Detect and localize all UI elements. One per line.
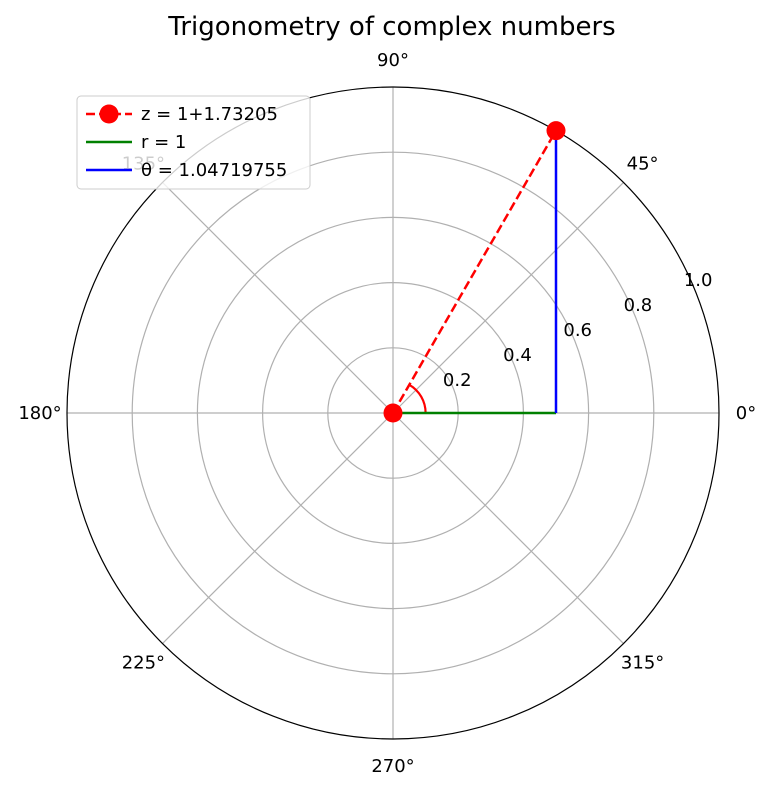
- theta-tick-label: 270°: [371, 756, 414, 777]
- theta-tick-label: 180°: [18, 403, 61, 424]
- grid-spoke-45: [392, 182, 624, 414]
- legend-label-0: z = 1+1.73205: [141, 104, 278, 125]
- legend-marker-0: [99, 104, 119, 124]
- r-tick-label: 0.6: [563, 320, 592, 341]
- chart-title: Trigonometry of complex numbers: [167, 12, 615, 42]
- theta-tick-label: 0°: [736, 403, 756, 424]
- polar-frame: [66, 86, 720, 740]
- theta-tick-label: 90°: [377, 50, 409, 71]
- legend-box: [76, 95, 311, 190]
- theta-tick-label: 225°: [122, 653, 165, 674]
- grid-spoke-225: [162, 412, 394, 644]
- series-group: [383, 121, 566, 423]
- series-marker-1: [546, 121, 566, 141]
- theta-tick-label: 45°: [627, 153, 659, 174]
- r-tick-label: 0.8: [624, 295, 653, 316]
- r-tick-label: 1.0: [684, 270, 713, 291]
- grid-spoke-315: [392, 412, 624, 644]
- r-tick-label: 0.4: [503, 345, 532, 366]
- legend-label-2: θ = 1.04719755: [141, 160, 287, 181]
- legend-label-1: r = 1: [141, 132, 186, 153]
- polar-outer-frame: [66, 86, 720, 740]
- grid-spoke-135: [162, 182, 394, 414]
- angle-arc: [408, 383, 427, 414]
- theta-tick-label: 315°: [621, 653, 664, 674]
- r-tick-label: 0.2: [443, 370, 472, 391]
- series-marker-0: [383, 403, 403, 423]
- series-line-0: [391, 130, 558, 414]
- legend: z = 1+1.73205 r = 1 θ = 1.04719755: [76, 95, 311, 190]
